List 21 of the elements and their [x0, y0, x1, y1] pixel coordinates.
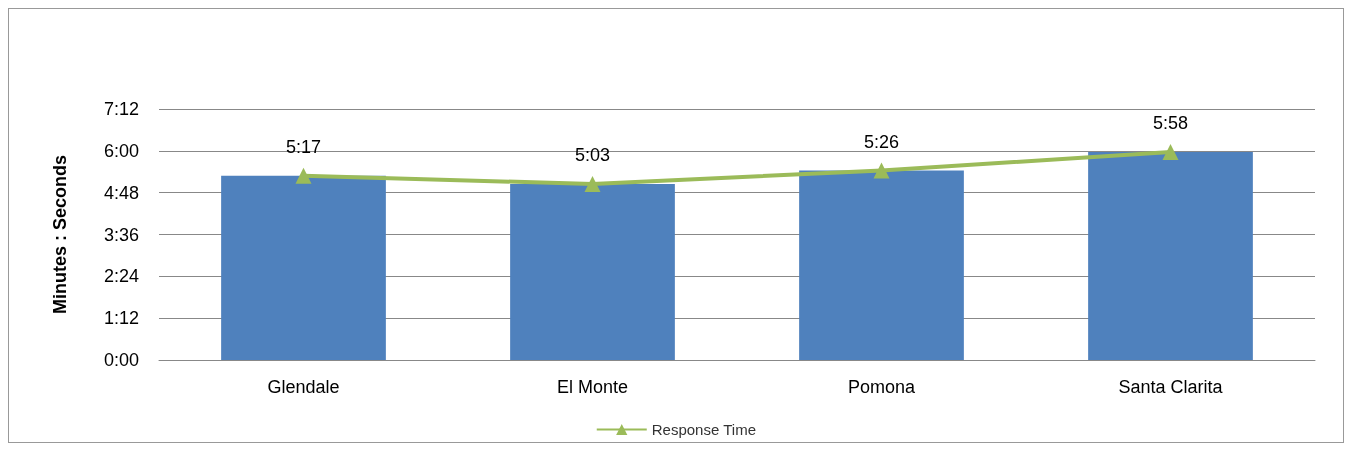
data-label: 5:58 — [1152, 113, 1189, 133]
point — [584, 175, 601, 192]
y-tick-label: 1:12 — [103, 308, 139, 329]
legend-label: Response Time — [651, 421, 756, 438]
data-label: 5:26 — [863, 131, 900, 152]
x-tick-label: Santa Clarita — [1118, 377, 1224, 397]
data-label: 5:17 — [285, 136, 322, 157]
data-label: 5:03 — [574, 144, 611, 165]
y-axis-title: Minutes : Seconds — [50, 154, 70, 315]
point — [873, 162, 890, 179]
y-tick-label: 7:12 — [103, 99, 139, 119]
point — [1162, 144, 1179, 160]
y-tick-label: 0:00 — [103, 350, 139, 370]
x-tick-label: Glendale — [267, 377, 340, 397]
x-tick-label: El Monte — [556, 377, 629, 397]
y-tick-label: 6:00 — [103, 140, 139, 161]
point — [295, 167, 312, 184]
y-tick-label: 2:24 — [103, 266, 139, 287]
x-tick-label: Pomona — [847, 377, 917, 397]
y-tick-label: 4:48 — [103, 182, 139, 203]
y-tick-label: 3:36 — [103, 224, 139, 245]
